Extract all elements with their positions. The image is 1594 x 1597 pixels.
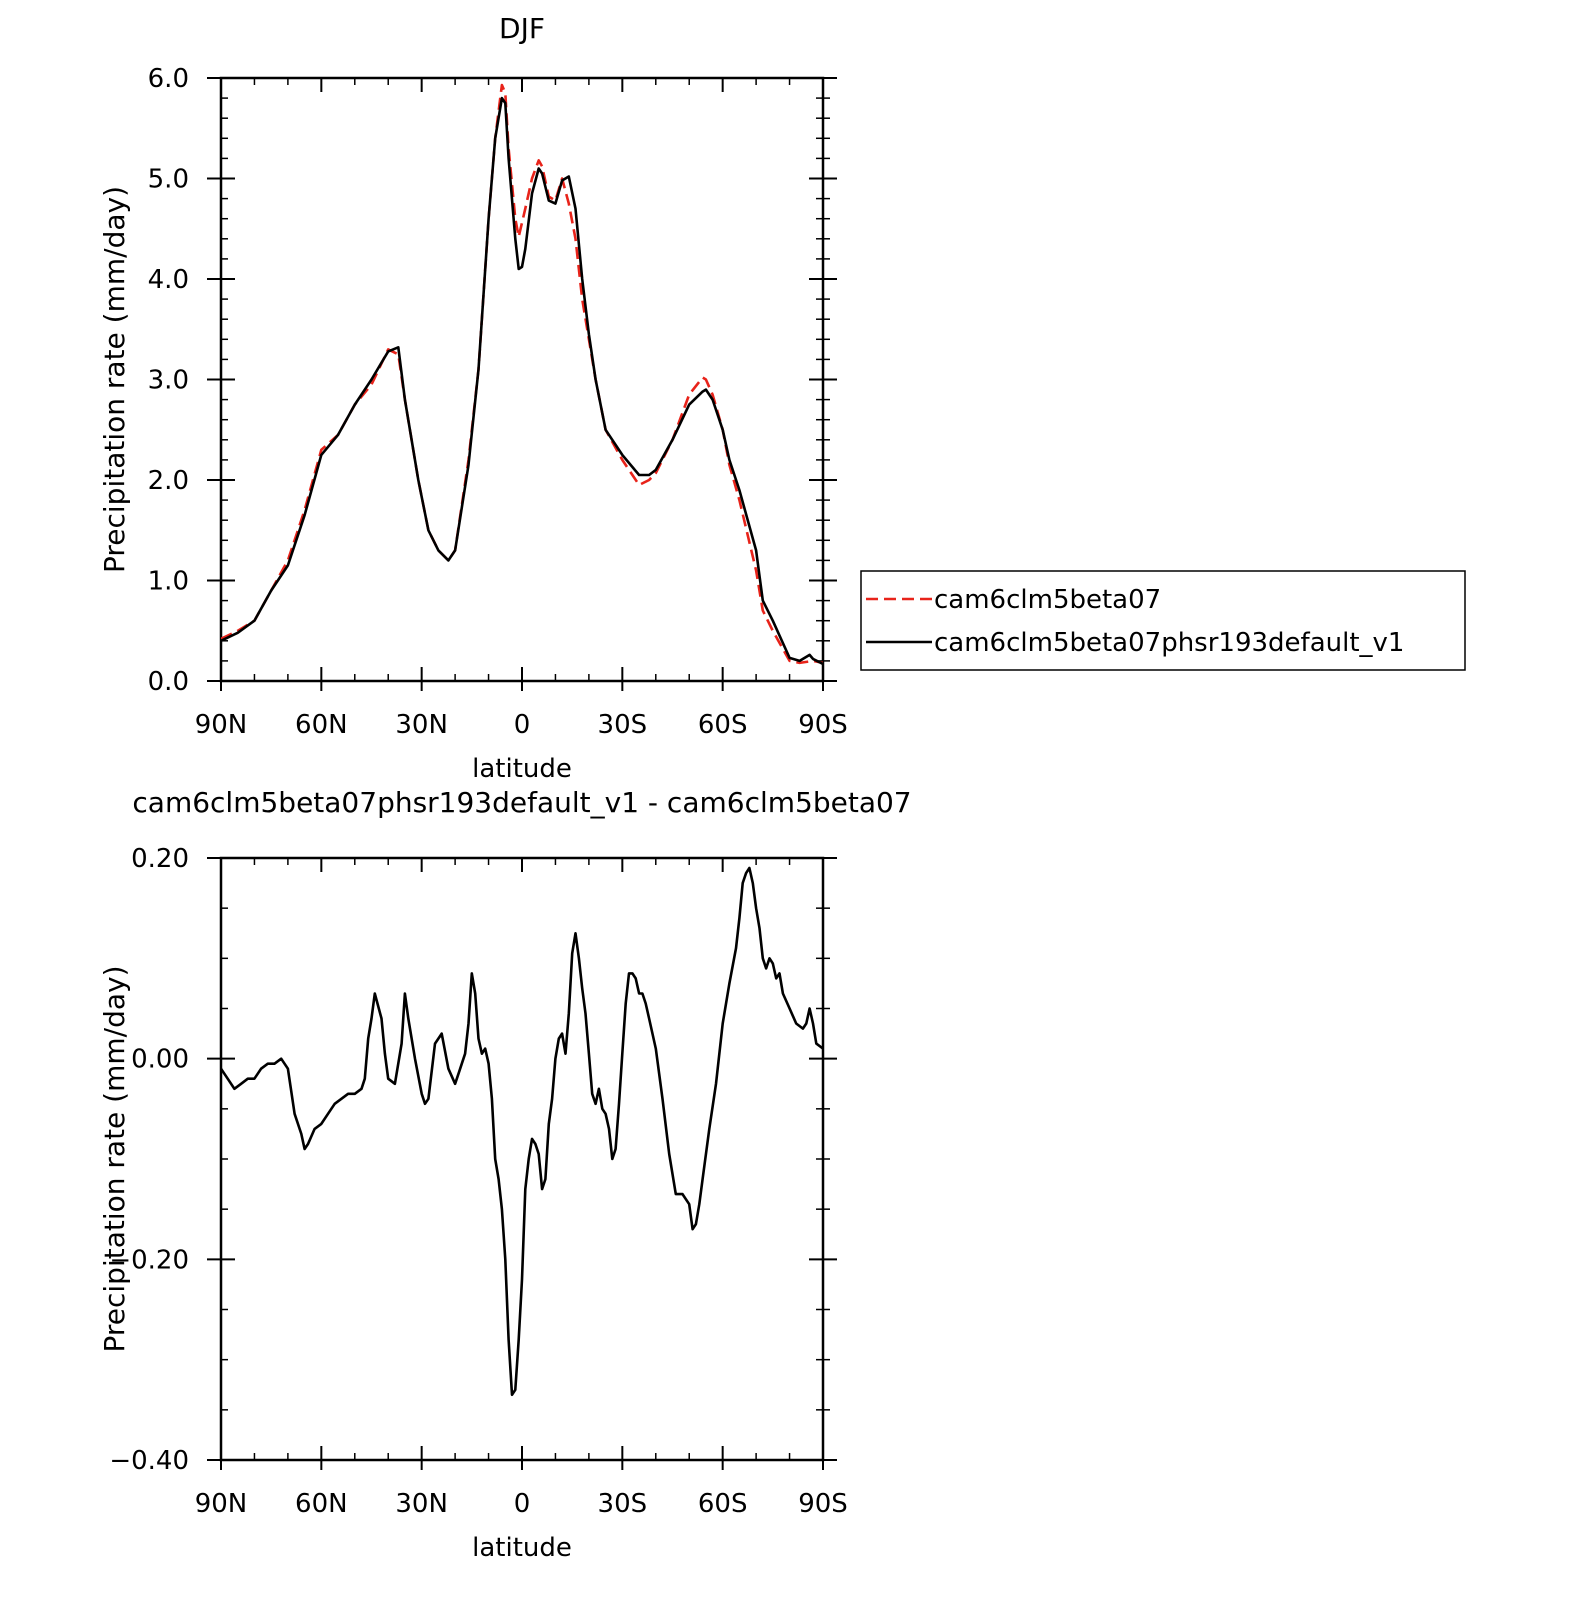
x-tick-label: 60N <box>295 710 348 740</box>
x-tick-label: 90N <box>195 1489 248 1519</box>
chart-panel-2: cam6clm5beta07phsr193default_v1 - cam6cl… <box>98 786 912 1563</box>
x-tick-label: 30S <box>598 710 648 740</box>
x-tick-label: 60S <box>698 710 748 740</box>
legend: cam6clm5beta07 cam6clm5beta07phsr193defau… <box>860 570 1466 671</box>
y-axis-label: Precipitation rate (mm/day) <box>98 186 131 573</box>
y-tick-label: 3.0 <box>148 366 189 396</box>
y-tick-label: 0.20 <box>131 844 189 874</box>
x-tick-label: 0 <box>514 1489 531 1519</box>
chart-title: cam6clm5beta07phsr193default_v1 - cam6cl… <box>132 786 911 819</box>
chart-title: DJF <box>499 12 545 45</box>
chart-panel-1: DJF 90N 60N 30N 0 30S 60S 90S 0.0 1.0 2.0 3.0 4.0 5.0… <box>98 12 1466 784</box>
series-line-2 <box>221 96 823 666</box>
x-axis-label: latitude <box>472 1533 572 1563</box>
x-tick-label: 90S <box>798 1489 848 1519</box>
y-tick-label: −0.20 <box>109 1245 189 1275</box>
y-tick-label: 0.00 <box>131 1045 189 1075</box>
y-tick-label: 0.0 <box>148 667 189 697</box>
x-tick-label: 90N <box>195 710 248 740</box>
x-tick-label: 60S <box>698 1489 748 1519</box>
x-tick-label: 0 <box>514 710 531 740</box>
x-tick-label: 30N <box>395 1489 448 1519</box>
y-tick-label: 4.0 <box>148 265 189 295</box>
legend-label-2: cam6clm5beta07phsr193default_v1 <box>934 628 1404 658</box>
x-axis-label: latitude <box>472 754 572 784</box>
x-tick-label: 30S <box>598 1489 648 1519</box>
y-tick-label: 6.0 <box>148 64 189 94</box>
x-tick-label: 60N <box>295 1489 348 1519</box>
x-tick-label: 30N <box>395 710 448 740</box>
y-tick-label: −0.40 <box>109 1446 189 1476</box>
plot-frame <box>219 856 825 1462</box>
legend-label-1: cam6clm5beta07 <box>934 585 1161 615</box>
series-line-1 <box>221 866 823 1397</box>
y-tick-label: 5.0 <box>148 165 189 195</box>
y-axis-label: Precipitation rate (mm/day) <box>98 965 131 1352</box>
series-line-1 <box>221 83 823 665</box>
y-tick-label: 2.0 <box>148 466 189 496</box>
y-tick-label: 1.0 <box>148 567 189 597</box>
plot-frame <box>219 76 825 683</box>
legend-box <box>860 570 1466 671</box>
x-tick-label: 90S <box>798 710 848 740</box>
